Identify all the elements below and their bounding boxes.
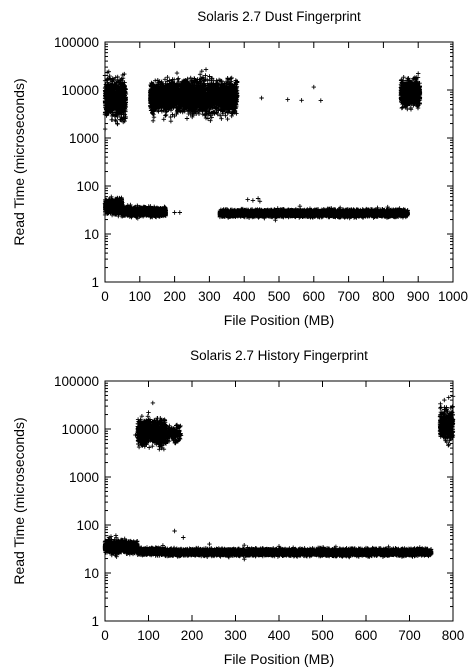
y-tick-label: 100: [76, 179, 99, 194]
x-tick-label: 700: [337, 289, 360, 304]
y-tick-label: 100000: [54, 35, 99, 50]
chart-title: Solaris 2.7 Dust Fingerprint: [197, 9, 361, 24]
data-points: [102, 394, 456, 562]
y-tick-label: 100000: [54, 374, 99, 389]
x-tick-label: 0: [101, 628, 109, 643]
x-axis: 0 100 200 300 400 500 600 700 800: [101, 381, 464, 643]
y-tick-label: 1: [91, 275, 99, 290]
chart-title: Solaris 2.7 History Fingerprint: [190, 348, 368, 363]
y-axis: 1 10 100 1000 10000 100000: [54, 35, 453, 290]
x-tick-label: 100: [137, 628, 160, 643]
plot-area: [104, 41, 454, 283]
point-markers: [102, 394, 456, 562]
x-axis-label: File Position (MB): [224, 312, 334, 328]
x-tick-label: 600: [303, 289, 326, 304]
x-tick-label: 400: [268, 628, 291, 643]
x-tick-label: 400: [233, 289, 256, 304]
y-tick-label: 10: [84, 227, 99, 242]
y-axis-label: Read Time (microseconds): [11, 417, 27, 584]
data-points: [102, 67, 423, 223]
x-tick-label: 200: [163, 289, 186, 304]
x-tick-label: 700: [398, 628, 421, 643]
x-tick-label: 300: [224, 628, 247, 643]
x-tick-label: 0: [101, 289, 109, 304]
y-tick-label: 1000: [69, 131, 99, 146]
y-tick-label: 10: [84, 566, 99, 581]
x-tick-label: 500: [311, 628, 334, 643]
y-tick-label: 10000: [61, 83, 99, 98]
x-axis-label: File Position (MB): [224, 651, 334, 667]
x-tick-label: 200: [181, 628, 204, 643]
chart-dust-fingerprint: Solaris 2.7 Dust Fingerprint 11010010001…: [11, 9, 468, 328]
point-markers: [102, 67, 423, 223]
x-tick-label: 900: [407, 289, 430, 304]
x-tick-label: 100: [129, 289, 152, 304]
y-tick-label: 100: [76, 518, 99, 533]
x-tick-label: 800: [372, 289, 395, 304]
chart-history-fingerprint: Solaris 2.7 History Fingerprint 1 10 100 10…: [11, 348, 464, 667]
x-axis: 0 100 200 300 400 500 600 700 800 900 1000: [101, 42, 468, 304]
x-tick-label: 500: [268, 289, 291, 304]
x-tick-label: 600: [355, 628, 378, 643]
y-axis-label: Read Time (microseconds): [11, 78, 27, 245]
y-tick-label: 1: [91, 614, 99, 629]
y-axis: 1 10 100 1000 10000 100000: [54, 374, 453, 629]
x-tick-label: 1000: [438, 289, 468, 304]
y-tick-label: 1000: [69, 470, 99, 485]
y-tick-label: 10000: [61, 422, 99, 437]
x-tick-label: 800: [442, 628, 465, 643]
x-tick-label: 300: [198, 289, 221, 304]
